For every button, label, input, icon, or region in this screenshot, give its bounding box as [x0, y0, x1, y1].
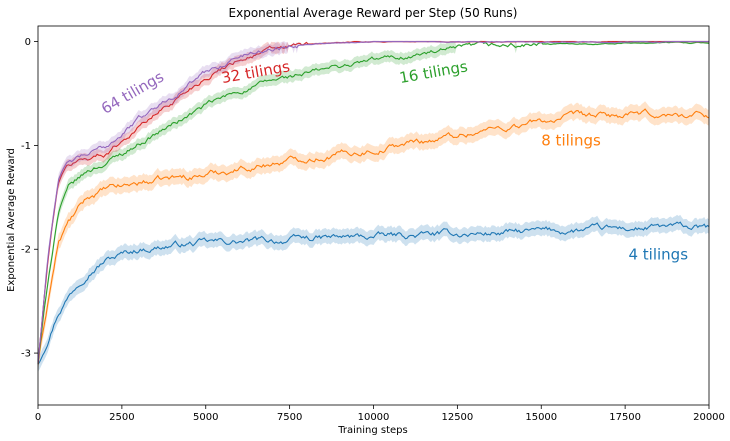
chart-title: Exponential Average Reward per Step (50 … — [229, 6, 518, 20]
x-tick-label: 12500 — [441, 412, 473, 423]
series-confidence-band — [38, 214, 709, 372]
x-tick-label: 15000 — [525, 412, 557, 423]
y-tick-label: -2 — [21, 245, 31, 256]
series-line — [37, 221, 710, 365]
x-axis-label: Training steps — [337, 425, 407, 436]
series-line — [37, 108, 710, 365]
x-axis: 0 2500 5000 7500 10000 12500 15000 17500 20000 — [35, 405, 725, 423]
x-tick-label: 0 — [35, 412, 41, 423]
y-tick-label: 0 — [25, 37, 31, 48]
y-axis: 0 -1 -2 -3 — [21, 37, 38, 360]
y-tick-label: -1 — [21, 141, 31, 152]
series-line — [37, 41, 710, 364]
x-tick-label: 5000 — [193, 412, 218, 423]
x-tick-label: 10000 — [358, 412, 390, 423]
series-annotation: 8 tilings — [541, 131, 601, 149]
x-tick-label: 7500 — [277, 412, 302, 423]
y-tick-label: -3 — [21, 349, 31, 360]
x-tick-label: 20000 — [693, 412, 725, 423]
plot-area — [37, 40, 710, 373]
y-axis-label: Exponential Average Reward — [6, 148, 17, 292]
series-annotation: 4 tilings — [628, 246, 688, 264]
x-tick-label: 17500 — [609, 412, 641, 423]
series-confidence-band — [38, 101, 709, 373]
x-tick-label: 2500 — [109, 412, 134, 423]
series-line — [37, 41, 709, 364]
